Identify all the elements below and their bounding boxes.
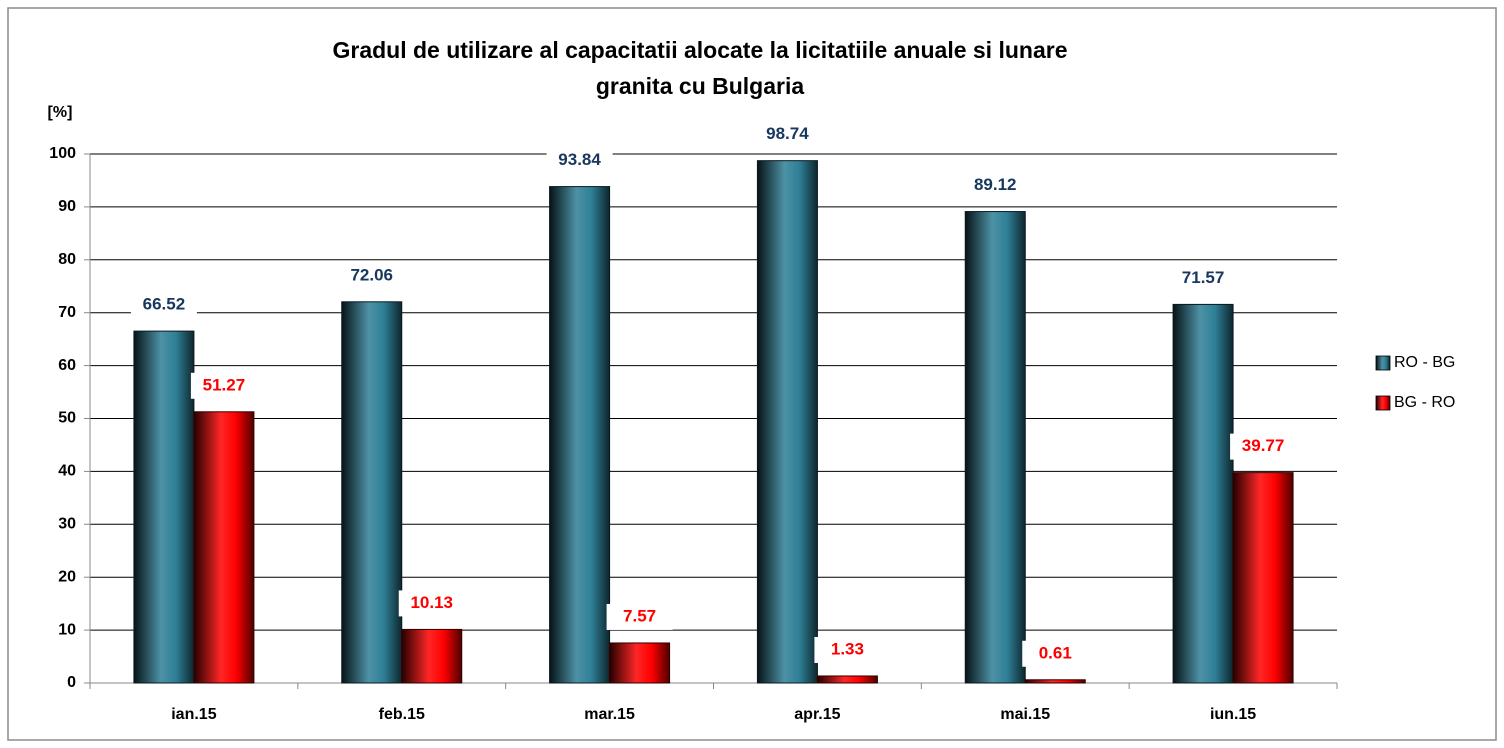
value-label-bg: [398, 590, 465, 617]
value-label: 66.52: [143, 295, 186, 314]
x-tick-label: mar.15: [584, 706, 635, 723]
bar: [341, 301, 403, 684]
value-label-bg: [1022, 640, 1089, 667]
value-label: 51.27: [203, 375, 246, 394]
y-tick-label: 30: [58, 516, 76, 533]
x-tick-label: apr.15: [794, 706, 840, 723]
bar: [133, 330, 195, 684]
bar: [1232, 472, 1294, 684]
bar: [964, 211, 1026, 684]
legend-label: BG - RO: [1394, 394, 1455, 411]
chart-title: Gradul de utilizare al capacitatii aloca…: [332, 37, 1067, 63]
value-label-bg: [754, 121, 821, 148]
value-label-bg: [130, 292, 197, 319]
value-label-bg: [190, 372, 257, 399]
legend-swatch: [1375, 355, 1391, 371]
x-tick-label: feb.15: [379, 706, 425, 723]
value-label: 93.84: [558, 150, 601, 169]
legend-swatch: [1375, 395, 1391, 411]
value-label-bg: [546, 147, 613, 174]
y-tick-label: 90: [58, 198, 76, 215]
y-tick-label: 50: [58, 410, 76, 427]
y-tick-label: 0: [67, 674, 76, 691]
y-tick-label: 80: [58, 251, 76, 268]
y-tick-label: 100: [49, 145, 76, 162]
value-label-bg: [1230, 433, 1297, 460]
value-label-bg: [814, 636, 881, 663]
bar: [1024, 679, 1086, 684]
value-label-bg: [962, 172, 1029, 199]
x-tick-label: mai.15: [1000, 706, 1050, 723]
bar: [816, 675, 878, 684]
bar: [549, 186, 611, 684]
value-label: 71.57: [1182, 268, 1225, 287]
value-label: 39.77: [1242, 436, 1285, 455]
bar: [193, 411, 255, 684]
y-tick-label: 10: [58, 621, 76, 638]
x-tick-label: iun.15: [1210, 706, 1256, 723]
y-tick-label: 60: [58, 357, 76, 374]
value-label-bg: [606, 603, 673, 630]
value-label-bg: [1170, 265, 1237, 292]
value-label: 72.06: [350, 265, 393, 284]
legend-label: RO - BG: [1394, 354, 1455, 371]
bar: [756, 160, 818, 684]
y-tick-label: 70: [58, 304, 76, 321]
value-label: 10.13: [410, 593, 453, 612]
chart-title: granita cu Bulgaria: [596, 73, 805, 99]
value-label: 98.74: [766, 124, 809, 143]
bar: [1172, 303, 1234, 684]
bar: [609, 642, 671, 684]
x-tick-label: ian.15: [171, 706, 216, 723]
y-axis-label: [%]: [48, 104, 73, 121]
value-label: 0.61: [1039, 643, 1072, 662]
bar: [401, 628, 463, 684]
value-label: 7.57: [623, 606, 656, 625]
value-label-bg: [338, 262, 405, 289]
y-tick-label: 20: [58, 568, 76, 585]
y-tick-label: 40: [58, 463, 76, 480]
value-label: 89.12: [974, 175, 1017, 194]
value-label: 1.33: [831, 639, 864, 658]
